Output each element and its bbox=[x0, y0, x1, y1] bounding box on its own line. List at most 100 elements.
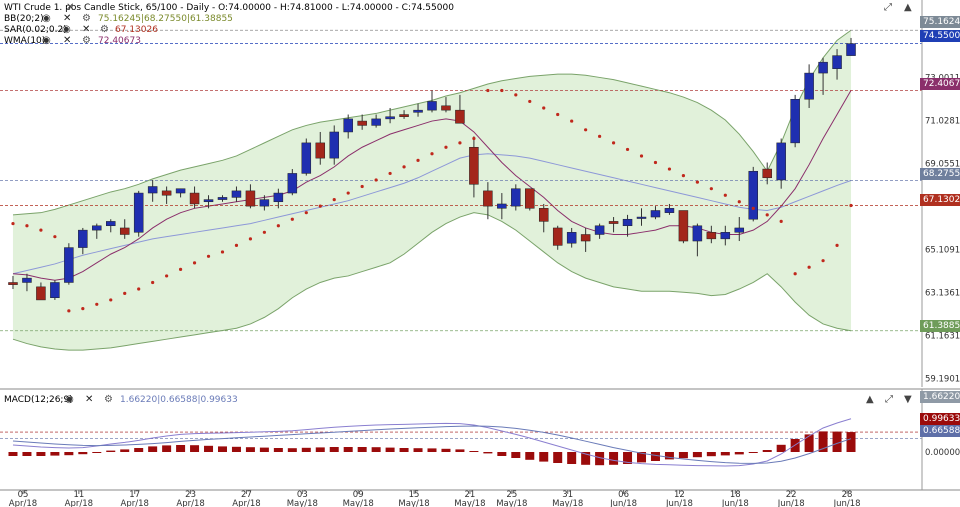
candle-body bbox=[525, 188, 535, 209]
sar-dot bbox=[192, 261, 197, 265]
candle-body bbox=[441, 105, 451, 111]
candle-body bbox=[273, 192, 284, 203]
time-tick-month: Apr/18 bbox=[121, 499, 149, 507]
candle-body bbox=[650, 210, 661, 218]
candle-body bbox=[497, 203, 507, 209]
sar-dot bbox=[598, 134, 602, 138]
macd-histogram-bar bbox=[8, 452, 18, 456]
sar-dot bbox=[234, 243, 239, 247]
sar-dot bbox=[542, 106, 546, 110]
macd-histogram-bar bbox=[832, 431, 842, 452]
macd-line bbox=[12, 418, 852, 467]
sar-dot bbox=[374, 178, 378, 182]
macd-histogram-bar bbox=[92, 452, 102, 453]
close-icon[interactable]: ✕ bbox=[63, 13, 72, 24]
time-tick-month: Apr/18 bbox=[176, 499, 204, 507]
macd-histogram-bar bbox=[50, 452, 60, 456]
sar-dot bbox=[486, 88, 490, 93]
sar-dot bbox=[81, 307, 85, 311]
arrow-down-icon[interactable]: ▼ bbox=[904, 394, 912, 405]
macd-histogram-bar bbox=[483, 452, 493, 454]
close-icon[interactable]: ✕ bbox=[82, 24, 91, 35]
macd-histogram-bar bbox=[762, 450, 772, 452]
bb-lower-line bbox=[12, 212, 852, 351]
candle-body bbox=[692, 225, 703, 242]
wma-legend-value: 72.40673 bbox=[98, 36, 141, 46]
candle-body bbox=[832, 55, 842, 69]
eye-icon[interactable]: ◉ bbox=[42, 13, 51, 24]
sar-dot bbox=[807, 265, 811, 269]
candle-body bbox=[245, 190, 256, 207]
macd-histogram-bar bbox=[539, 452, 549, 462]
sar-dot bbox=[751, 206, 755, 210]
sar-dot bbox=[165, 274, 169, 278]
macd-histogram-bar bbox=[204, 445, 214, 452]
sar-dot bbox=[528, 99, 532, 104]
price-tick-label: 61.16313 bbox=[925, 332, 960, 342]
sar-dot bbox=[346, 191, 350, 195]
macd-histogram-bar bbox=[720, 452, 730, 456]
macd-legend-values: 1.66220|0.66588|0.99633 bbox=[120, 395, 238, 405]
candle-body bbox=[315, 142, 326, 159]
macd-histogram-bar bbox=[595, 452, 605, 466]
macd-histogram-bar bbox=[650, 452, 660, 461]
macd-histogram-bar bbox=[162, 445, 172, 452]
eye-icon[interactable]: ◉ bbox=[65, 394, 74, 405]
close-icon[interactable]: ✕ bbox=[85, 394, 94, 405]
sar-dot bbox=[500, 88, 504, 93]
time-tick-month: Jun/18 bbox=[721, 499, 749, 507]
macd-histogram-bar bbox=[776, 444, 786, 452]
sar-dot bbox=[849, 203, 853, 208]
gear-icon[interactable]: ⚙ bbox=[104, 394, 113, 405]
sar-dot bbox=[304, 211, 308, 215]
expand-icon[interactable]: ⤢ bbox=[885, 394, 893, 405]
time-tick-day: 31 bbox=[562, 490, 573, 500]
sar-dot bbox=[220, 250, 225, 254]
candle-body bbox=[413, 109, 423, 113]
candle-body bbox=[8, 282, 18, 285]
macd-histogram-bar bbox=[413, 448, 423, 452]
candle-body bbox=[552, 227, 563, 246]
sar-dot bbox=[723, 193, 727, 197]
sar-dot bbox=[570, 119, 574, 123]
sar-dot bbox=[695, 180, 699, 184]
macd-histogram-bar bbox=[567, 452, 577, 464]
candle-body bbox=[608, 221, 619, 224]
sar-dot bbox=[53, 235, 57, 239]
candle-body bbox=[580, 234, 591, 242]
macd-histogram-bar bbox=[22, 452, 32, 456]
close-icon[interactable]: ✕ bbox=[63, 35, 72, 46]
chart-info: Candle Stick, 65/100 - Daily - O:74.0000… bbox=[84, 3, 454, 13]
expand-icon[interactable]: ⤢ bbox=[884, 2, 892, 13]
gear-icon[interactable]: ⚙ bbox=[82, 35, 91, 46]
bb-middle-line bbox=[12, 153, 852, 275]
time-tick-month: Jun/18 bbox=[665, 499, 693, 507]
macd-histogram-bar bbox=[678, 452, 688, 459]
sar-dot bbox=[430, 152, 434, 156]
candle-body bbox=[469, 146, 479, 185]
candle-body bbox=[161, 190, 172, 196]
macd-histogram-bar bbox=[36, 452, 46, 456]
gear-icon[interactable]: ⚙ bbox=[82, 13, 91, 24]
close-icon[interactable]: ✕ bbox=[66, 2, 75, 13]
macd-histogram-bar bbox=[190, 445, 200, 452]
gear-icon[interactable]: ⚙ bbox=[100, 24, 109, 35]
badge-macd: 1.66220 bbox=[920, 391, 960, 403]
time-tick-month: Jun/18 bbox=[777, 499, 805, 507]
sar-dot bbox=[458, 141, 462, 145]
eye-icon[interactable]: ◉ bbox=[42, 35, 51, 46]
time-tick-day: 23 bbox=[185, 490, 196, 500]
eye-icon[interactable]: ◉ bbox=[62, 24, 71, 35]
time-tick-month: May/18 bbox=[496, 499, 527, 507]
sar-dot bbox=[262, 230, 266, 234]
badge-macd-signal: 0.66588 bbox=[920, 425, 960, 437]
scroll-up-icon[interactable]: ▲ bbox=[904, 2, 912, 13]
time-tick-month: May/18 bbox=[552, 499, 583, 507]
arrow-up-icon[interactable]: ▲ bbox=[866, 394, 874, 405]
candle-body bbox=[259, 199, 270, 207]
macd-histogram-bar bbox=[734, 452, 744, 455]
candle-body bbox=[203, 199, 214, 203]
candle-body bbox=[36, 286, 46, 301]
candle-body bbox=[427, 101, 437, 111]
sar-dot bbox=[402, 165, 406, 169]
